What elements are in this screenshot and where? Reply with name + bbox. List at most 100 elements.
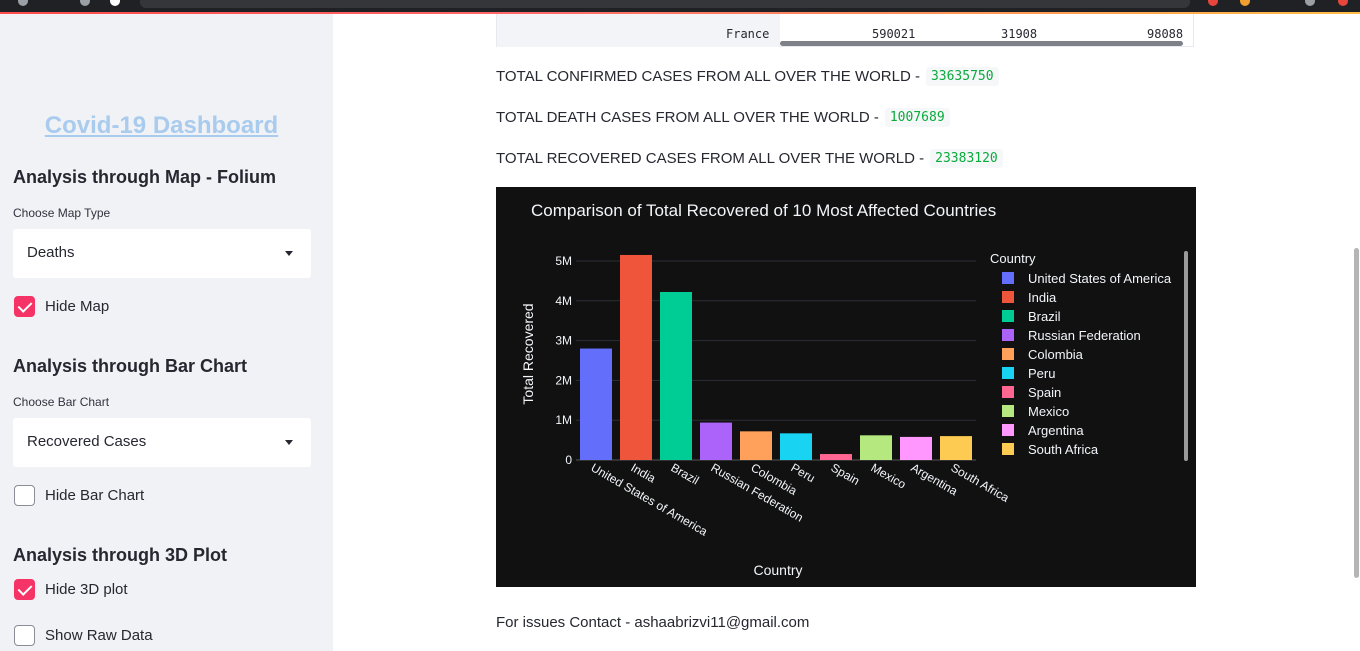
show-raw-data-label: Show Raw Data (45, 627, 153, 644)
sidebar: Covid-19 Dashboard Analysis through Map … (0, 14, 333, 651)
table-index-column (497, 14, 780, 47)
data-table[interactable]: France 590021 31908 98088 (496, 14, 1194, 47)
bar-peru (780, 433, 812, 460)
legend-swatch (1002, 424, 1014, 436)
legend-item: Argentina (1028, 423, 1084, 438)
chevron-down-icon (285, 251, 293, 256)
map-type-value: Deaths (27, 244, 75, 261)
legend-swatch (1002, 348, 1014, 360)
bar-type-select[interactable]: Recovered Cases (13, 418, 311, 467)
bar-south-africa (940, 436, 972, 460)
x-tick-label: South Africa (949, 460, 1012, 505)
x-axis-title: Country (753, 562, 802, 578)
browser-toolbar (0, 0, 1360, 14)
y-tick-label: 0 (565, 453, 572, 467)
table-cell-deaths: 31908 (1001, 27, 1038, 41)
y-axis-title: Total Recovered (520, 303, 536, 404)
show-raw-data-checkbox[interactable]: Show Raw Data (14, 625, 153, 646)
legend-swatch (1002, 367, 1014, 379)
page-scrollbar[interactable] (1354, 248, 1359, 578)
legend-swatch (1002, 291, 1014, 303)
hide-map-checkbox[interactable]: Hide Map (14, 296, 109, 317)
map-type-select[interactable]: Deaths (13, 229, 311, 278)
bar-argentina (900, 436, 932, 460)
hide-3d-plot-checkbox[interactable]: Hide 3D plot (14, 579, 128, 600)
menu-icon[interactable] (1338, 0, 1348, 6)
checkbox-unchecked-icon[interactable] (14, 485, 35, 506)
x-tick-label: Mexico (869, 460, 909, 491)
hide-bar-chart-label: Hide Bar Chart (45, 487, 145, 504)
bar-mexico (860, 435, 892, 460)
main-content: France 590021 31908 98088 TOTAL CONFIRME… (333, 14, 1360, 651)
map-type-label: Choose Map Type (13, 206, 111, 220)
legend-swatch (1002, 310, 1014, 322)
map-section-heading: Analysis through Map - Folium (13, 167, 277, 187)
bar-brazil (660, 291, 692, 460)
hide-3d-plot-label: Hide 3D plot (45, 581, 128, 598)
checkbox-checked-icon[interactable] (14, 579, 35, 600)
recovered-stat-label: TOTAL RECOVERED CASES FROM ALL OVER THE … (496, 150, 925, 167)
profile-icon[interactable] (1305, 0, 1315, 6)
recovered-stat-value: 23383120 (930, 149, 1003, 168)
contact-text: For issues Contact - ashaabrizvi11@gmail… (496, 614, 810, 631)
death-stat-value: 1007689 (884, 108, 950, 127)
legend-swatch (1002, 272, 1014, 284)
chart-svg: 0 1M 2M 3M 4M 5M United States of America India… (520, 201, 1188, 578)
y-tick-label: 1M (555, 413, 572, 427)
x-tick-label: Spain (829, 460, 863, 487)
bar-type-value: Recovered Cases (27, 433, 147, 450)
address-bar[interactable] (140, 0, 1190, 8)
dashboard-title-link[interactable]: Covid-19 Dashboard (44, 112, 279, 139)
death-stat: TOTAL DEATH CASES FROM ALL OVER THE WORL… (496, 108, 950, 127)
extension-icon[interactable] (1240, 0, 1250, 6)
confirmed-stat-label: TOTAL CONFIRMED CASES FROM ALL OVER THE … (496, 68, 920, 85)
legend-scrollbar (1184, 251, 1188, 461)
y-tick-label: 5M (555, 254, 572, 268)
legend-item: Mexico (1028, 404, 1069, 419)
home-icon[interactable] (110, 0, 120, 6)
y-tick-label: 3M (555, 334, 572, 348)
legend-item: South Africa (1028, 442, 1099, 457)
legend-item: India (1028, 290, 1057, 305)
table-horizontal-scrollbar[interactable] (780, 41, 1183, 46)
bar-spain (820, 454, 852, 460)
bar-russian-federation (700, 422, 732, 460)
chart-title: Comparison of Total Recovered of 10 Most… (531, 201, 996, 220)
bar-colombia (740, 431, 772, 460)
table-cell-country: France (726, 27, 770, 41)
table-cell-confirmed: 590021 (872, 27, 916, 41)
checkbox-checked-icon[interactable] (14, 296, 35, 317)
legend-item: Spain (1028, 385, 1061, 400)
bar-type-label: Choose Bar Chart (13, 395, 110, 409)
legend-item: Russian Federation (1028, 328, 1141, 343)
legend-item: United States of America (1028, 271, 1172, 286)
loading-accent-bar (0, 12, 1360, 14)
extension-icon[interactable] (1208, 0, 1218, 6)
legend-item: Colombia (1028, 347, 1084, 362)
bar-india (620, 254, 652, 460)
bar-section-heading: Analysis through Bar Chart (13, 356, 248, 376)
recovered-stat: TOTAL RECOVERED CASES FROM ALL OVER THE … (496, 149, 1003, 168)
legend-item: Brazil (1028, 309, 1061, 324)
y-tick-label: 4M (555, 294, 572, 308)
recovered-bar-chart[interactable]: 0 1M 2M 3M 4M 5M United States of America India… (496, 187, 1196, 587)
y-tick-label: 2M (555, 373, 572, 387)
plot3d-section-heading: Analysis through 3D Plot (13, 545, 228, 565)
legend-title: Country (990, 251, 1036, 266)
death-stat-label: TOTAL DEATH CASES FROM ALL OVER THE WORL… (496, 109, 879, 126)
table-cell-recovered: 98088 (1147, 27, 1184, 41)
legend-swatch (1002, 405, 1014, 417)
legend-swatch (1002, 329, 1014, 341)
back-icon[interactable] (18, 0, 28, 6)
x-tick-label: Brazil (669, 460, 702, 487)
bar-united-states-of-america (580, 348, 612, 460)
confirmed-stat: TOTAL CONFIRMED CASES FROM ALL OVER THE … (496, 67, 999, 86)
legend-swatch (1002, 386, 1014, 398)
confirmed-stat-value: 33635750 (925, 67, 999, 86)
legend-swatch (1002, 443, 1014, 455)
hide-map-label: Hide Map (45, 298, 110, 315)
checkbox-unchecked-icon[interactable] (14, 625, 35, 646)
legend-item: Peru (1028, 366, 1055, 381)
reload-icon[interactable] (80, 0, 90, 6)
hide-bar-chart-checkbox[interactable]: Hide Bar Chart (14, 485, 144, 506)
